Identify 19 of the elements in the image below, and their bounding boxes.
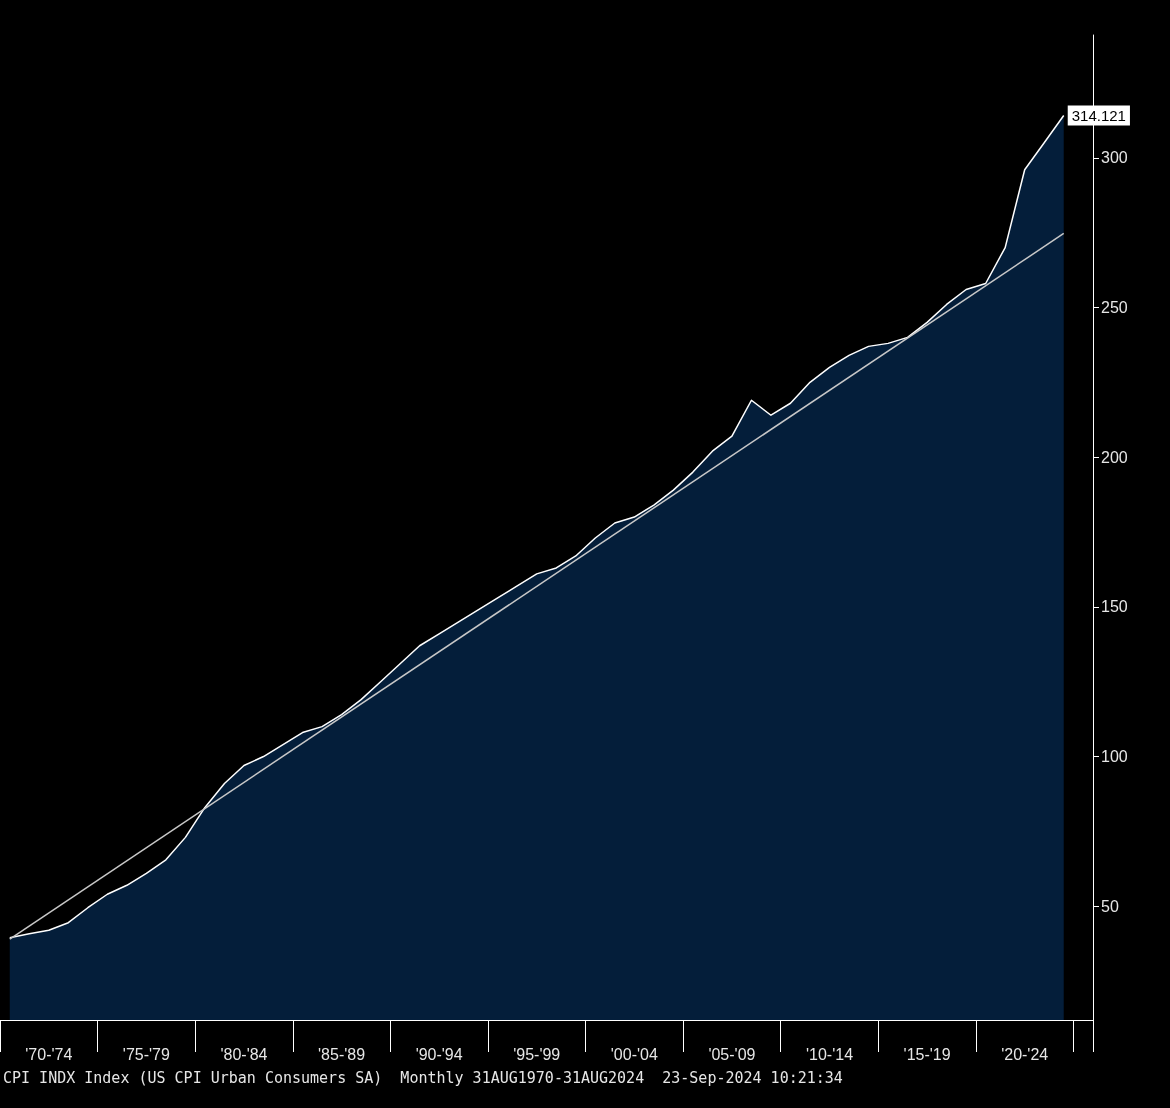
x-tick-label: '70-'74 — [25, 1045, 73, 1063]
y-tick-label: 150 — [1101, 598, 1128, 616]
x-tick-label: '95-'99 — [513, 1045, 561, 1063]
x-tick-label: '20-'24 — [1001, 1045, 1049, 1063]
x-tick-label: '90-'94 — [415, 1045, 463, 1063]
y-tick-label: 300 — [1101, 149, 1128, 167]
x-tick-label: '80-'84 — [220, 1045, 268, 1063]
data-label: 314.121 — [1071, 106, 1126, 124]
x-tick-label: '15-'19 — [903, 1045, 951, 1063]
x-tick-label: '05-'09 — [708, 1045, 756, 1063]
y-tick-label: 200 — [1101, 448, 1128, 466]
x-tick-label: '85-'89 — [318, 1045, 366, 1063]
y-tick-label: 100 — [1101, 748, 1128, 766]
x-tick-label: '00-'04 — [610, 1045, 658, 1063]
x-tick-label: '10-'14 — [805, 1045, 854, 1063]
text: CPI INDX Index (US CPI Urban Consumers SA) Monthly 31AUG1970-31AUG2024 23-Sep-2024 10:21:34 — [3, 1068, 843, 1087]
y-tick-label: 50 — [1101, 897, 1119, 915]
x-tick-label: '75-'79 — [122, 1045, 170, 1063]
y-tick-label: 250 — [1101, 298, 1128, 316]
